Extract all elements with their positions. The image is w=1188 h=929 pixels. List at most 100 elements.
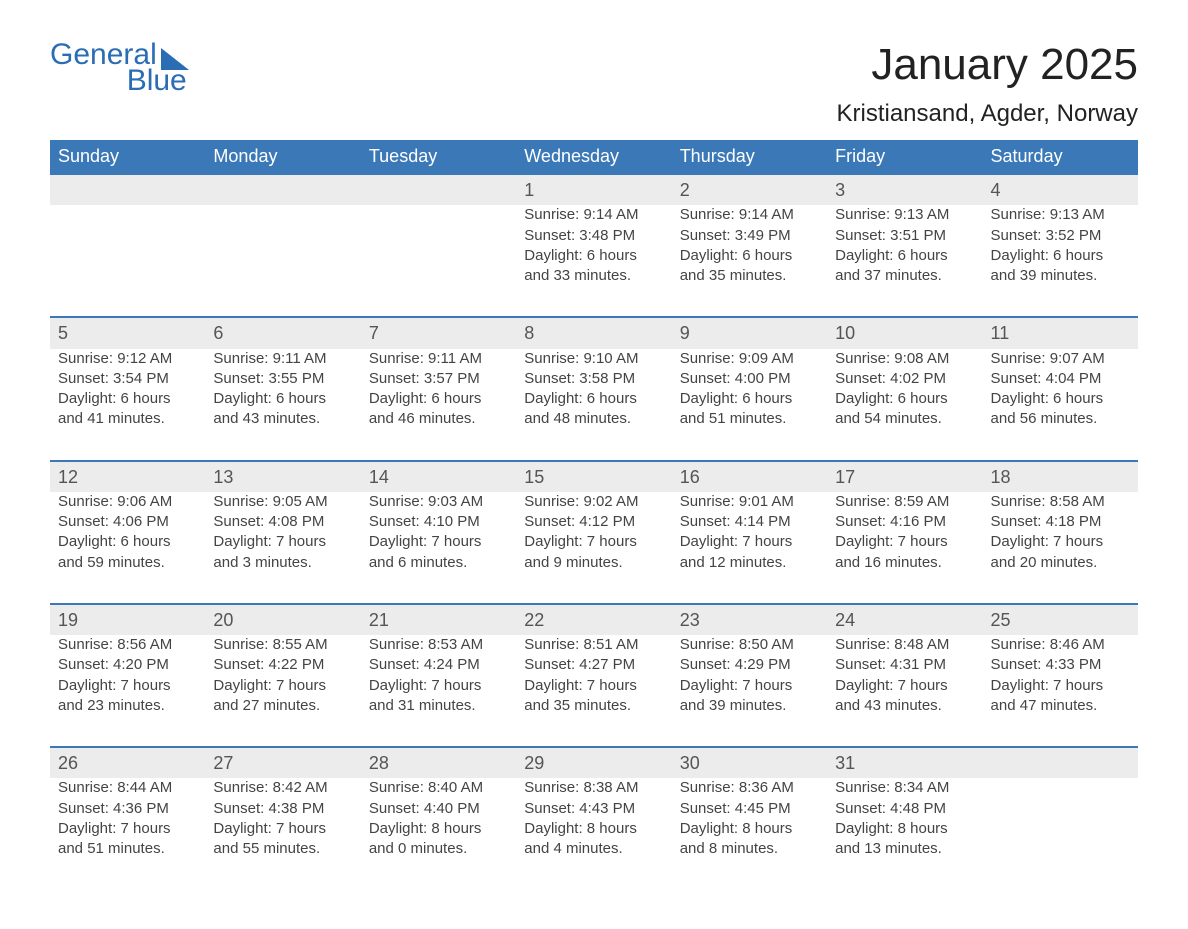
sunset-text: Sunset: 4:38 PM — [213, 799, 352, 819]
day-data-cell: Sunrise: 9:12 AMSunset: 3:54 PMDaylight:… — [50, 349, 205, 461]
day-number-cell: 20 — [205, 604, 360, 635]
month-title: January 2025 — [837, 40, 1139, 90]
sunset-text: Sunset: 4:12 PM — [524, 512, 663, 532]
day-data-cell: Sunrise: 8:53 AMSunset: 4:24 PMDaylight:… — [361, 635, 516, 747]
day-data-cell: Sunrise: 9:14 AMSunset: 3:48 PMDaylight:… — [516, 205, 671, 317]
day-number-row: 1234 — [50, 174, 1138, 205]
day-number-cell: 2 — [672, 174, 827, 205]
dl1-text: Daylight: 7 hours — [58, 819, 197, 839]
day-number-cell: 27 — [205, 747, 360, 778]
day-data-cell — [983, 778, 1138, 889]
day-data-cell: Sunrise: 8:55 AMSunset: 4:22 PMDaylight:… — [205, 635, 360, 747]
sunset-text: Sunset: 4:04 PM — [991, 369, 1130, 389]
day-data-cell: Sunrise: 9:14 AMSunset: 3:49 PMDaylight:… — [672, 205, 827, 317]
dl2-text: and 13 minutes. — [835, 839, 974, 859]
sunset-text: Sunset: 4:27 PM — [524, 655, 663, 675]
calendar-table: Sunday Monday Tuesday Wednesday Thursday… — [50, 140, 1138, 889]
sunset-text: Sunset: 4:45 PM — [680, 799, 819, 819]
day-data-cell: Sunrise: 8:44 AMSunset: 4:36 PMDaylight:… — [50, 778, 205, 889]
dl2-text: and 51 minutes. — [58, 839, 197, 859]
sunrise-text: Sunrise: 8:53 AM — [369, 635, 508, 655]
day-data-cell: Sunrise: 8:48 AMSunset: 4:31 PMDaylight:… — [827, 635, 982, 747]
dl2-text: and 59 minutes. — [58, 553, 197, 573]
day-number-cell: 7 — [361, 317, 516, 348]
sunrise-text: Sunrise: 8:36 AM — [680, 778, 819, 798]
sunset-text: Sunset: 4:08 PM — [213, 512, 352, 532]
sunrise-text: Sunrise: 8:34 AM — [835, 778, 974, 798]
sunrise-text: Sunrise: 8:40 AM — [369, 778, 508, 798]
sunrise-text: Sunrise: 9:14 AM — [680, 205, 819, 225]
dl1-text: Daylight: 7 hours — [680, 532, 819, 552]
sunrise-text: Sunrise: 8:42 AM — [213, 778, 352, 798]
day-number-cell: 13 — [205, 461, 360, 492]
day-number-cell: 11 — [983, 317, 1138, 348]
dl1-text: Daylight: 6 hours — [991, 389, 1130, 409]
dl1-text: Daylight: 8 hours — [369, 819, 508, 839]
day-number-row: 567891011 — [50, 317, 1138, 348]
sunset-text: Sunset: 4:20 PM — [58, 655, 197, 675]
dl1-text: Daylight: 6 hours — [213, 389, 352, 409]
sunrise-text: Sunrise: 9:03 AM — [369, 492, 508, 512]
sunrise-text: Sunrise: 9:11 AM — [369, 349, 508, 369]
dl2-text: and 3 minutes. — [213, 553, 352, 573]
day-data-cell: Sunrise: 8:38 AMSunset: 4:43 PMDaylight:… — [516, 778, 671, 889]
sunset-text: Sunset: 3:55 PM — [213, 369, 352, 389]
day-number-cell: 28 — [361, 747, 516, 778]
day-number-cell: 30 — [672, 747, 827, 778]
sunrise-text: Sunrise: 9:05 AM — [213, 492, 352, 512]
dl1-text: Daylight: 6 hours — [680, 246, 819, 266]
weekday-header: Tuesday — [361, 140, 516, 174]
dl2-text: and 47 minutes. — [991, 696, 1130, 716]
day-number-row: 12131415161718 — [50, 461, 1138, 492]
day-number-cell: 15 — [516, 461, 671, 492]
sunrise-text: Sunrise: 8:58 AM — [991, 492, 1130, 512]
day-data-cell: Sunrise: 9:05 AMSunset: 4:08 PMDaylight:… — [205, 492, 360, 604]
day-number-cell: 31 — [827, 747, 982, 778]
sunrise-text: Sunrise: 8:48 AM — [835, 635, 974, 655]
dl2-text: and 27 minutes. — [213, 696, 352, 716]
sunset-text: Sunset: 3:58 PM — [524, 369, 663, 389]
dl1-text: Daylight: 6 hours — [680, 389, 819, 409]
weekday-header: Monday — [205, 140, 360, 174]
day-data-cell: Sunrise: 9:09 AMSunset: 4:00 PMDaylight:… — [672, 349, 827, 461]
day-number-cell: 3 — [827, 174, 982, 205]
day-data-cell — [50, 205, 205, 317]
day-number-cell: 25 — [983, 604, 1138, 635]
dl2-text: and 43 minutes. — [835, 696, 974, 716]
day-data-cell: Sunrise: 8:34 AMSunset: 4:48 PMDaylight:… — [827, 778, 982, 889]
dl1-text: Daylight: 7 hours — [213, 819, 352, 839]
day-number-cell: 14 — [361, 461, 516, 492]
day-number-cell: 29 — [516, 747, 671, 778]
dl2-text: and 12 minutes. — [680, 553, 819, 573]
dl1-text: Daylight: 6 hours — [524, 389, 663, 409]
day-data-cell: Sunrise: 9:11 AMSunset: 3:55 PMDaylight:… — [205, 349, 360, 461]
sunset-text: Sunset: 4:16 PM — [835, 512, 974, 532]
day-number-cell — [361, 174, 516, 205]
sunrise-text: Sunrise: 9:06 AM — [58, 492, 197, 512]
day-number-cell — [983, 747, 1138, 778]
dl2-text: and 8 minutes. — [680, 839, 819, 859]
weekday-header: Thursday — [672, 140, 827, 174]
day-data-cell: Sunrise: 9:01 AMSunset: 4:14 PMDaylight:… — [672, 492, 827, 604]
day-data-cell: Sunrise: 9:07 AMSunset: 4:04 PMDaylight:… — [983, 349, 1138, 461]
day-data-cell: Sunrise: 9:13 AMSunset: 3:52 PMDaylight:… — [983, 205, 1138, 317]
dl2-text: and 54 minutes. — [835, 409, 974, 429]
sunset-text: Sunset: 4:43 PM — [524, 799, 663, 819]
day-data-row: Sunrise: 8:44 AMSunset: 4:36 PMDaylight:… — [50, 778, 1138, 889]
sunrise-text: Sunrise: 9:11 AM — [213, 349, 352, 369]
day-number-cell: 6 — [205, 317, 360, 348]
day-number-row: 262728293031 — [50, 747, 1138, 778]
sunrise-text: Sunrise: 9:10 AM — [524, 349, 663, 369]
day-data-row: Sunrise: 8:56 AMSunset: 4:20 PMDaylight:… — [50, 635, 1138, 747]
day-number-cell: 4 — [983, 174, 1138, 205]
dl1-text: Daylight: 7 hours — [991, 676, 1130, 696]
weekday-header: Sunday — [50, 140, 205, 174]
sunset-text: Sunset: 3:52 PM — [991, 226, 1130, 246]
day-number-row: 19202122232425 — [50, 604, 1138, 635]
dl2-text: and 39 minutes. — [991, 266, 1130, 286]
sunrise-text: Sunrise: 9:13 AM — [835, 205, 974, 225]
sunset-text: Sunset: 3:51 PM — [835, 226, 974, 246]
dl1-text: Daylight: 6 hours — [369, 389, 508, 409]
sunrise-text: Sunrise: 8:50 AM — [680, 635, 819, 655]
dl1-text: Daylight: 6 hours — [58, 389, 197, 409]
